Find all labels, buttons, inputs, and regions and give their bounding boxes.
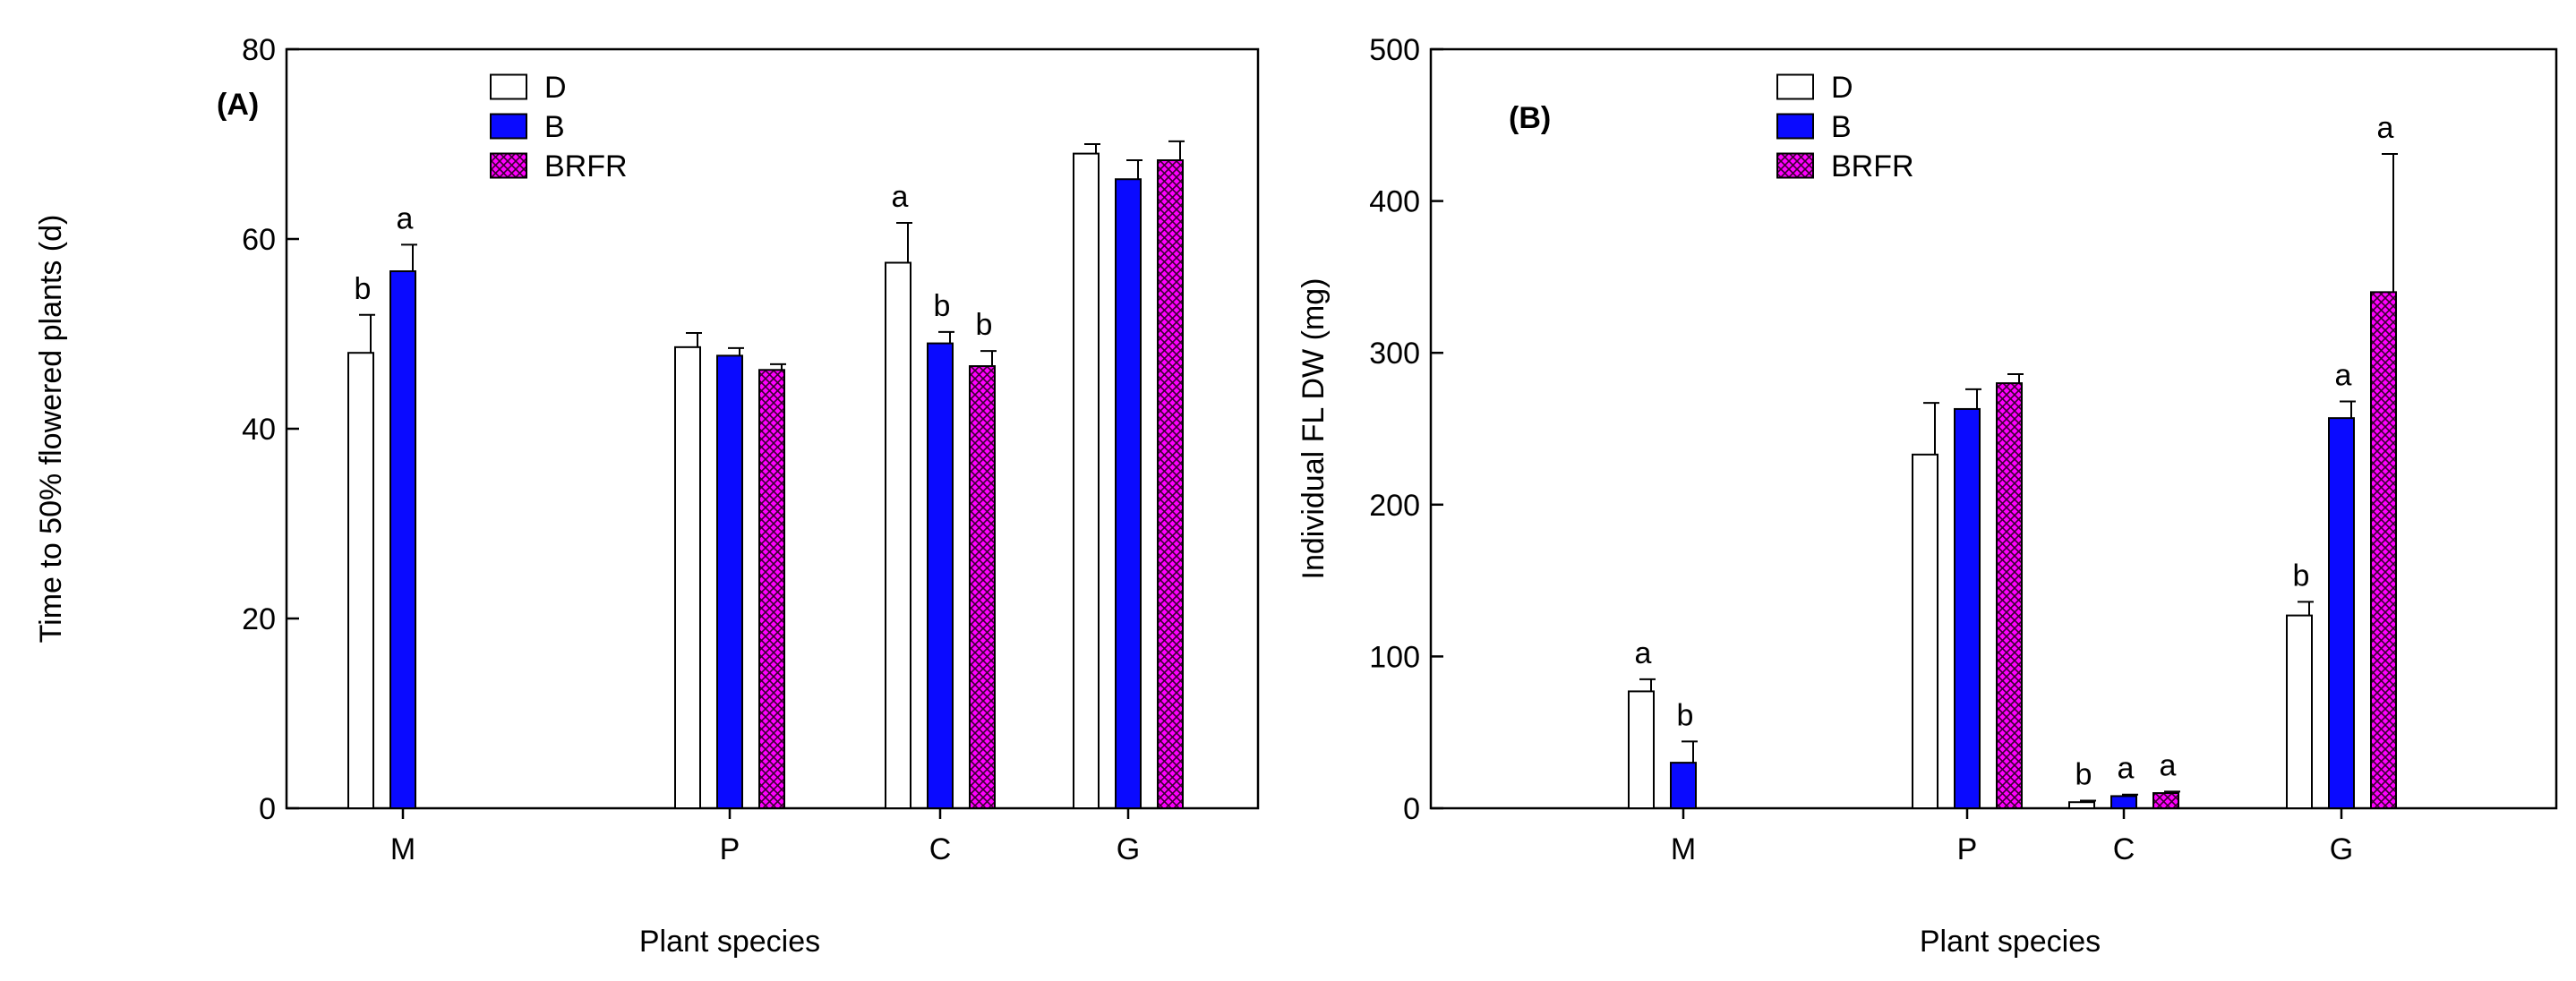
panel-b: (B) Plant species Individual FL DW (mg) … (1297, 33, 2558, 959)
x-tick-label: C (2113, 832, 2135, 866)
bar-D-C (2068, 801, 2095, 810)
bar-D-G (1073, 152, 1100, 810)
legend-swatch-D (490, 73, 527, 100)
bar-B-G (2328, 417, 2355, 809)
y-tick-label: 40 (242, 413, 276, 447)
x-tick-label: M (1671, 832, 1696, 866)
panel-a: (A) Plant species Time to 50% flowered p… (34, 33, 1260, 959)
legend-label: D (1831, 71, 1853, 105)
y-tick-label: 500 (1369, 33, 1420, 67)
legend-label: B (544, 110, 565, 144)
bar-BRFR-C (969, 365, 996, 809)
x-tick-label: P (1957, 832, 1978, 866)
y-axis-ticks: 0 20 40 60 80 (242, 33, 299, 826)
bar-B-P (1954, 407, 1981, 809)
bar-BRFR-P (758, 369, 785, 809)
bar-BRFR-G (1157, 159, 1184, 809)
significance-letter: a (2377, 111, 2394, 145)
legend-swatch-B (1776, 113, 1814, 140)
significance-letter: a (1635, 636, 1652, 670)
y-tick-label: 300 (1369, 337, 1420, 371)
bar-BRFR-C (2152, 792, 2179, 809)
significance-letter: a (2118, 752, 2135, 786)
significance-letter: b (2075, 758, 2092, 792)
bar-D-C (885, 261, 911, 809)
bar-D-P (1912, 453, 1938, 809)
significance-letter: a (2160, 748, 2177, 782)
legend-label: BRFR (1831, 149, 1914, 183)
bar-D-M (1628, 690, 1655, 810)
y-tick-label: 100 (1369, 640, 1420, 674)
bar-BRFR-P (1996, 382, 2023, 809)
significance-letter: a (397, 201, 414, 235)
bar-B-M (389, 270, 416, 810)
x-axis-title: Plant species (1920, 925, 2101, 959)
bar-D-G (2286, 614, 2313, 809)
x-tick-label: G (2330, 832, 2353, 866)
legend-label: B (1831, 110, 1852, 144)
legend: DB BRFR (1776, 71, 1914, 183)
bar-B-G (1115, 178, 1142, 810)
bar-B-C (2110, 795, 2137, 810)
y-axis-title: Individual FL DW (mg) (1297, 278, 1331, 580)
x-tick-label: P (720, 832, 740, 866)
legend-swatch-D (1776, 73, 1814, 100)
plot-frame (1429, 47, 2558, 810)
bar-BRFR-G (2370, 291, 2397, 809)
y-axis-title: Time to 50% flowered plants (d) (34, 215, 68, 644)
y-tick-label: 400 (1369, 185, 1420, 219)
significance-letter: a (2335, 358, 2352, 392)
legend-swatch-BRFR (1776, 152, 1814, 179)
y-axis-ticks: 0 100 200 300 400 500 (1369, 33, 1443, 826)
x-tick-label: M (390, 832, 415, 866)
significance-letter: a (892, 180, 909, 214)
significance-letter: b (934, 289, 951, 323)
y-tick-label: 200 (1369, 489, 1420, 523)
significance-letter: b (2293, 559, 2310, 593)
panel-label: (A) (217, 88, 259, 122)
y-tick-label: 20 (242, 602, 276, 636)
significance-letter: b (976, 308, 993, 342)
bar-B-C (927, 342, 954, 810)
legend-label: BRFR (544, 149, 628, 183)
legend: DB BRFR (490, 71, 628, 183)
y-tick-label: 0 (1403, 792, 1420, 826)
bar-B-P (716, 354, 743, 809)
panel-label: (B) (1509, 101, 1551, 135)
y-tick-label: 80 (242, 33, 276, 67)
bar-D-M (347, 352, 374, 809)
significance-letter: b (355, 272, 372, 306)
x-tick-label: C (929, 832, 952, 866)
y-tick-label: 60 (242, 223, 276, 257)
x-tick-label: G (1117, 832, 1140, 866)
bar-D-P (674, 345, 701, 809)
significance-letter: b (1677, 698, 1694, 732)
bar-B-M (1670, 762, 1697, 809)
y-tick-label: 0 (259, 792, 276, 826)
legend-swatch-B (490, 113, 527, 140)
x-axis-title: Plant species (639, 925, 820, 959)
legend-label: D (544, 71, 567, 105)
legend-swatch-BRFR (490, 152, 527, 179)
